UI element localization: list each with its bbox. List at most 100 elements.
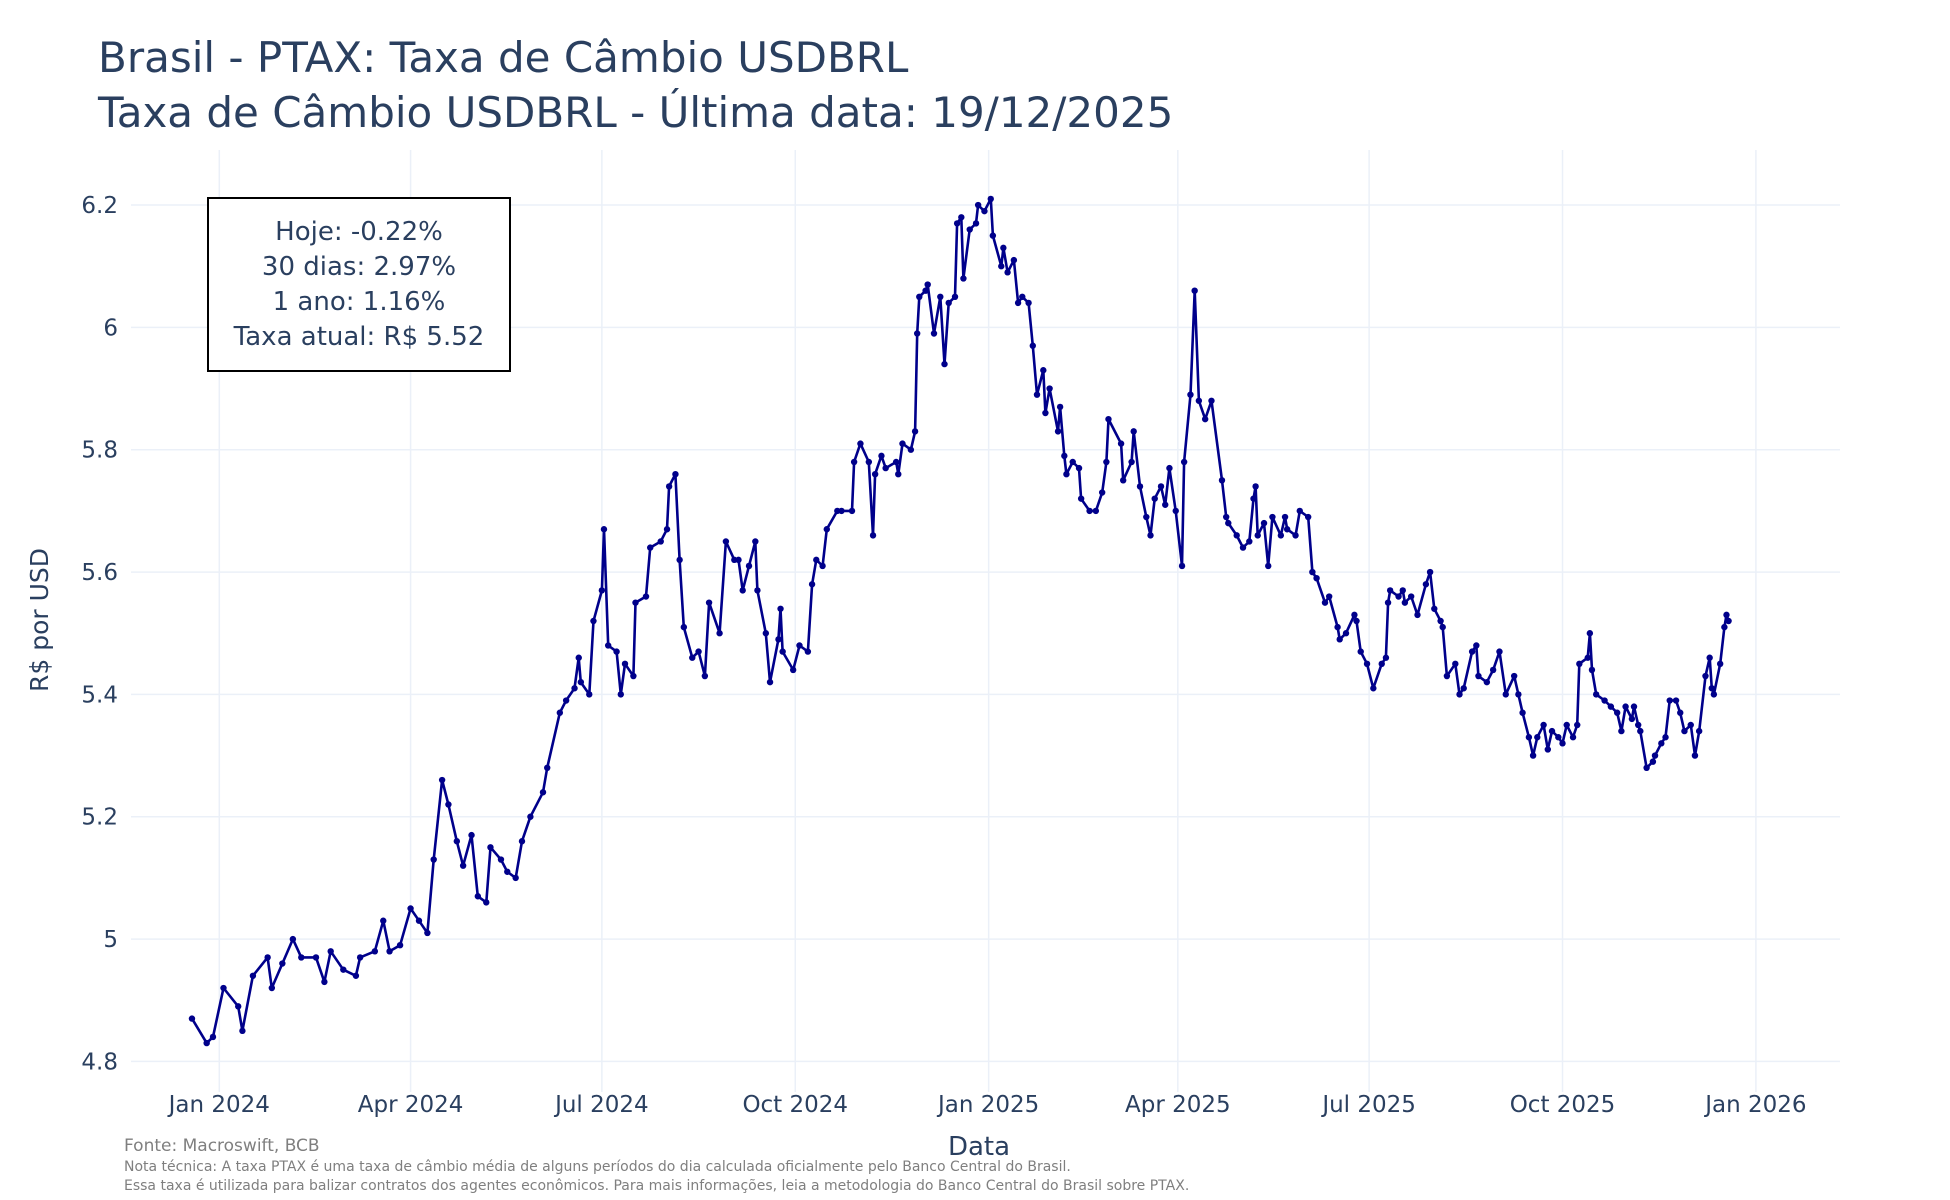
data-point xyxy=(1414,611,1421,619)
data-point xyxy=(1601,697,1608,704)
data-point xyxy=(504,868,511,875)
data-point xyxy=(680,623,688,631)
data-point xyxy=(972,220,980,227)
chart-subtitle: Taxa de Câmbio USDBRL - Última data: 19/… xyxy=(98,88,1174,137)
data-point xyxy=(1460,685,1467,692)
technical-note-line1: Nota técnica: A taxa PTAX é uma taxa de … xyxy=(124,1159,1071,1175)
data-point xyxy=(1292,532,1299,539)
data-point xyxy=(722,538,730,545)
data-point xyxy=(1304,513,1312,521)
data-point xyxy=(1019,293,1026,301)
data-point xyxy=(1143,513,1150,521)
data-point xyxy=(1000,244,1007,252)
data-point xyxy=(1252,483,1259,490)
data-point xyxy=(1574,721,1581,729)
data-point xyxy=(1178,562,1186,570)
data-point xyxy=(752,538,759,545)
data-point xyxy=(937,293,944,301)
data-point xyxy=(1296,507,1303,515)
data-point xyxy=(907,446,915,453)
data-point xyxy=(312,954,320,961)
data-point xyxy=(924,281,931,288)
data-point xyxy=(1431,605,1438,612)
data-point xyxy=(672,470,679,478)
data-point xyxy=(1103,458,1110,466)
data-point xyxy=(1651,752,1659,759)
data-point xyxy=(371,948,379,955)
data-point xyxy=(1386,587,1394,594)
data-point xyxy=(789,666,797,674)
data-point xyxy=(632,599,639,606)
data-point xyxy=(203,1039,210,1047)
data-point xyxy=(777,605,784,612)
y-tick-label: 6.2 xyxy=(81,193,118,219)
data-point xyxy=(716,630,723,637)
data-point xyxy=(1162,501,1169,508)
data-point xyxy=(518,838,526,845)
data-point xyxy=(1468,648,1476,655)
data-point xyxy=(1054,428,1062,435)
chart-title: Brasil - PTAX: Taxa de Câmbio USDBRL xyxy=(98,33,909,82)
data-point xyxy=(657,538,664,545)
data-point xyxy=(953,220,961,227)
y-axis-title: R$ por USD xyxy=(25,548,54,692)
data-point xyxy=(1117,440,1125,447)
y-tick-label: 6 xyxy=(103,315,118,341)
data-point xyxy=(1576,660,1583,668)
data-point xyxy=(1130,428,1137,435)
data-point xyxy=(1042,409,1049,417)
data-point xyxy=(321,978,328,986)
data-point xyxy=(1334,623,1341,631)
data-point xyxy=(1336,636,1343,643)
data-point xyxy=(1658,740,1665,747)
data-point xyxy=(1475,672,1482,680)
data-point xyxy=(1422,581,1430,588)
data-point xyxy=(1321,599,1329,606)
data-point xyxy=(340,966,347,973)
data-point xyxy=(1233,532,1240,539)
data-point xyxy=(1399,587,1406,594)
data-point xyxy=(1281,513,1289,521)
data-point xyxy=(775,636,782,643)
data-point xyxy=(1473,642,1480,649)
data-point xyxy=(527,813,534,820)
data-point xyxy=(857,440,864,447)
data-point xyxy=(987,195,994,203)
data-point xyxy=(735,556,742,564)
data-point xyxy=(571,685,578,692)
data-point xyxy=(1643,764,1650,772)
data-point xyxy=(1136,483,1144,490)
data-point xyxy=(468,831,475,839)
x-tick-label: Jul 2024 xyxy=(553,1092,649,1118)
x-tick-label: Jan 2024 xyxy=(167,1092,270,1118)
x-tick-label: Jan 2026 xyxy=(1703,1092,1806,1118)
data-point xyxy=(665,483,673,490)
data-point xyxy=(779,648,786,655)
data-point xyxy=(1592,691,1600,698)
data-point xyxy=(239,1027,246,1035)
data-point xyxy=(430,856,437,863)
data-point xyxy=(1426,568,1434,576)
data-point xyxy=(762,630,770,637)
data-point xyxy=(916,293,923,301)
data-point xyxy=(235,1003,242,1010)
data-point xyxy=(1708,685,1715,692)
data-point xyxy=(701,672,709,680)
x-axis-ticks: Jan 2024 Apr 2024 Jul 2024 Oct 2024 Jan 2025… xyxy=(167,1092,1807,1118)
data-point xyxy=(1151,495,1158,502)
data-point xyxy=(1702,672,1709,680)
data-point xyxy=(1395,593,1402,600)
data-point xyxy=(604,642,612,649)
data-point xyxy=(1033,391,1041,398)
data-point xyxy=(1187,391,1194,398)
data-point xyxy=(945,299,952,307)
data-point xyxy=(1342,630,1350,637)
data-point xyxy=(1363,660,1371,668)
data-point xyxy=(415,917,423,924)
data-point xyxy=(453,838,461,845)
data-point xyxy=(1721,623,1728,631)
data-point xyxy=(882,464,889,472)
data-point xyxy=(613,648,620,655)
y-tick-label: 5.6 xyxy=(81,560,118,586)
data-point xyxy=(327,948,334,955)
